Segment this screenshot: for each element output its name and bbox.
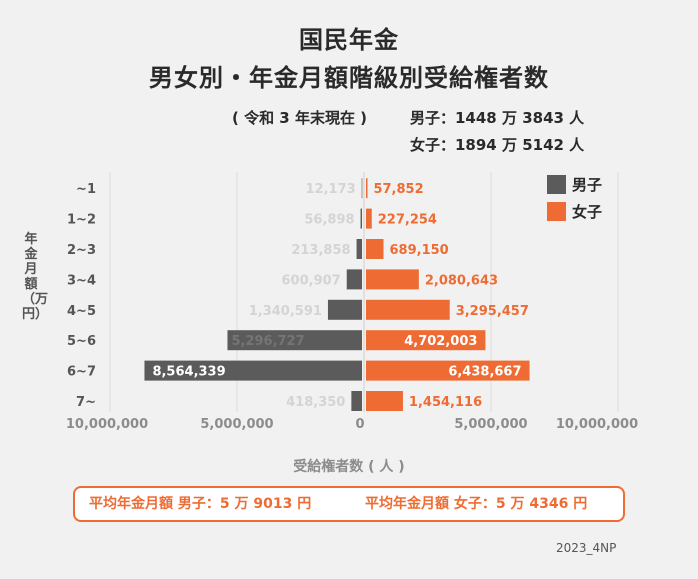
bar-male [346,269,362,290]
x-tick-label: 0 [355,417,364,432]
bar-female [366,178,368,199]
average-pension-box: 平均年金月額 男子：5 万 9013 円 平均年金月額 女子：5 万 4346 … [73,486,625,522]
female-total: 女子：1894 万 5142 人 [410,136,585,154]
male-value-label: 418,350 [286,395,345,410]
average-male: 平均年金月額 男子：5 万 9013 円 [89,496,312,512]
category-label: 3~4 [67,273,96,288]
average-female: 平均年金月額 女子：5 万 4346 円 [365,496,588,512]
bar-male [361,178,363,199]
x-tick-label: 5,000,000 [200,417,273,432]
bar-male [360,208,362,229]
category-label: 5~6 [67,334,96,349]
legend-female: 女子 [572,203,603,221]
male-value-label: 56,898 [304,213,354,228]
female-value-label: 2,080,643 [425,273,498,288]
bar-male [356,239,362,259]
female-value-label: 227,254 [378,213,437,228]
male-value-label: 213,858 [291,243,350,258]
bar-female [366,269,419,290]
male-value-label: 600,907 [282,273,341,288]
male-value-label: 1,340,591 [249,304,322,319]
bar-female [366,330,486,351]
category-label: 7~ [76,395,96,410]
x-tick-label: 5,000,000 [454,417,527,432]
bar-male [227,330,362,351]
bar-female [366,360,530,381]
male-value-label: 8,564,339 [152,365,225,380]
credit-code: 2023_4NP [556,541,617,555]
category-label: 2~3 [67,243,96,258]
female-value-label: 4,702,003 [404,334,477,349]
date-note: ( 令和 3 年末現在 ) [232,109,368,127]
category-label: ~1 [76,182,96,197]
female-value-label: 6,438,667 [448,365,521,380]
bar-male [351,391,362,411]
male-value-label: 12,173 [306,182,356,197]
y-axis-label: 年金月額（万円） [22,232,49,322]
female-value-label: 57,852 [373,182,423,197]
legend-swatch-female [547,202,566,221]
x-tick-label: 10,000,000 [66,417,148,432]
bar-female [366,239,384,259]
bar-male [327,299,362,320]
bar-female [366,208,372,229]
category-label: 4~5 [67,304,96,319]
chart-subtitle: 男女別・年金月額階級別受給権者数 [149,64,549,92]
bar-female [366,391,403,411]
female-value-label: 1,454,116 [409,395,482,410]
female-value-label: 3,295,457 [456,304,529,319]
x-axis-label: 受給権者数 ( 人 ) [293,459,405,475]
x-tick-label: 10,000,000 [556,417,638,432]
bar-male [144,360,362,381]
legend-male: 男子 [572,176,603,194]
legend-swatch-male [547,175,566,194]
category-label: 1~2 [67,213,96,228]
female-value-label: 689,150 [390,243,449,258]
category-label: 6~7 [67,365,96,380]
bar-female [366,299,450,320]
male-value-label: 5,296,727 [231,334,304,349]
chart-title: 国民年金 [299,26,399,54]
male-total: 男子：1448 万 3843 人 [410,109,585,127]
